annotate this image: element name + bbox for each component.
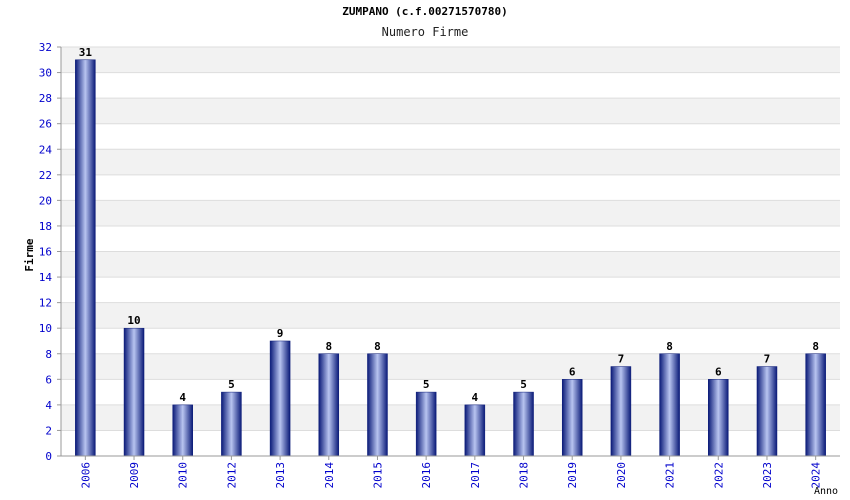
y-axis-label: Firme <box>23 238 36 271</box>
y-tick-label: 18 <box>39 220 52 233</box>
grid-band <box>61 98 840 124</box>
grid-band <box>61 353 840 380</box>
data-label: 6 <box>569 365 576 378</box>
y-tick-label: 22 <box>39 169 52 182</box>
bar <box>415 391 437 457</box>
bar <box>367 353 388 457</box>
bar <box>464 404 486 457</box>
x-tick-label: 2023 <box>761 462 774 489</box>
chart-subtitle: Numero Firme <box>381 25 469 39</box>
bar <box>269 340 291 457</box>
data-label: 7 <box>764 353 771 366</box>
y-tick-label: 30 <box>39 67 52 80</box>
bar <box>756 366 778 457</box>
y-tick-label: 24 <box>39 143 53 156</box>
y-tick-label: 0 <box>45 450 52 463</box>
bar <box>172 404 193 457</box>
chart-title: ZUMPANO (c.f.00271570780) <box>342 5 508 18</box>
x-tick-label: 2009 <box>128 462 141 489</box>
bar <box>805 353 826 457</box>
grid-band <box>61 72 840 99</box>
grid-band <box>61 225 840 252</box>
bar <box>708 379 729 457</box>
data-label: 5 <box>423 378 430 391</box>
grid-band <box>61 277 840 303</box>
data-label: 8 <box>325 340 332 353</box>
data-label: 8 <box>374 340 381 353</box>
y-tick-label: 2 <box>45 424 52 437</box>
data-label: 8 <box>812 340 819 353</box>
data-label: 7 <box>618 353 625 366</box>
y-tick-label: 28 <box>39 92 52 105</box>
bar <box>659 353 680 457</box>
y-tick-label: 12 <box>39 297 52 310</box>
y-tick-label: 20 <box>39 194 52 207</box>
bar <box>513 391 534 457</box>
x-tick-label: 2014 <box>323 462 336 489</box>
x-tick-label: 2024 <box>810 462 823 489</box>
y-tick-label: 4 <box>45 399 52 412</box>
y-tick-label: 6 <box>45 373 52 386</box>
data-label: 4 <box>472 391 479 404</box>
x-tick-label: 2012 <box>225 462 238 489</box>
x-tick-label: 2021 <box>664 462 677 489</box>
plot-background <box>61 46 840 457</box>
data-label: 6 <box>715 365 722 378</box>
data-label: 5 <box>520 378 527 391</box>
data-label: 5 <box>228 378 235 391</box>
bars: 31 10 4 5 9 8 8 5 4 5 6 7 8 6 7 8 <box>75 46 826 457</box>
bar <box>221 391 242 457</box>
data-label: 9 <box>277 327 284 340</box>
data-label: 4 <box>179 391 186 404</box>
x-tick-label: 2013 <box>274 462 287 489</box>
grid-band <box>61 200 840 226</box>
x-tick-label: 2019 <box>566 462 579 489</box>
bar <box>75 59 96 457</box>
grid-band <box>61 47 840 73</box>
data-label: 31 <box>79 46 93 59</box>
y-tick-label: 16 <box>39 246 52 259</box>
x-axis-label: Anno <box>814 486 838 497</box>
data-label: 8 <box>666 340 673 353</box>
grid-band <box>61 123 840 150</box>
y-tick-label: 14 <box>39 271 53 284</box>
y-tick-label: 26 <box>39 118 52 131</box>
x-axis: 2006 2009 2010 2012 2013 2014 2015 2016 2017 2018… <box>61 455 840 489</box>
grid-band <box>61 302 840 329</box>
grid-band <box>61 328 840 354</box>
x-tick-label: 2015 <box>371 462 384 489</box>
x-tick-label: 2018 <box>518 462 531 489</box>
x-tick-label: 2020 <box>615 462 628 489</box>
data-label: 10 <box>127 314 140 327</box>
grid-band <box>61 174 840 201</box>
y-tick-label: 8 <box>45 348 52 361</box>
x-tick-label: 2017 <box>469 462 482 489</box>
bar <box>123 327 145 457</box>
x-tick-label: 2016 <box>420 462 433 489</box>
x-tick-label: 2010 <box>177 462 190 489</box>
bar <box>318 353 340 457</box>
x-tick-label: 2006 <box>79 462 92 489</box>
grid-band <box>61 251 840 278</box>
x-tick-label: 2022 <box>712 462 725 489</box>
bar <box>561 379 583 457</box>
grid-band <box>61 149 840 175</box>
y-tick-label: 10 <box>39 322 52 335</box>
y-tick-label: 32 <box>39 41 52 54</box>
bar <box>610 366 632 457</box>
